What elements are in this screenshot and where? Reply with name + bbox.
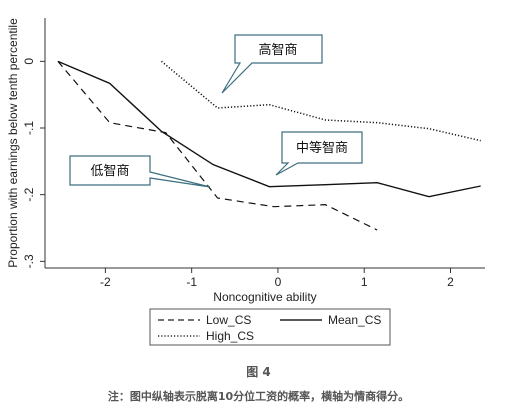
series-line-mean-cs <box>57 60 481 198</box>
x-axis-label: Noncognitive ability <box>213 290 316 304</box>
x-tick-label: 1 <box>361 275 368 289</box>
callout-high-iq: 高智商 <box>221 34 323 94</box>
y-tick-label: -.2 <box>22 187 36 201</box>
callout-mid-text: 中等智商 <box>296 140 348 156</box>
y-tick-label: -.3 <box>22 254 36 268</box>
callout-mid-iq: 中等智商 <box>275 131 363 176</box>
chart: 0 -.1 -.2 -.3 -2 -1 0 1 2 Proportion with earni… <box>6 18 485 346</box>
legend-label-mean: Mean_CS <box>328 313 381 327</box>
legend-label-high: High_CS <box>206 329 254 343</box>
x-tick-label: -1 <box>186 275 197 289</box>
series-line-high-cs <box>160 60 481 142</box>
x-tick-label: 2 <box>447 275 454 289</box>
callout-high-text: 高智商 <box>258 42 297 58</box>
callout-low-iq: 低智商 <box>69 155 211 188</box>
x-tick-label: -2 <box>100 275 111 289</box>
y-axis-label: Proportion with earnings below tenth per… <box>6 18 20 268</box>
legend-box <box>149 308 391 346</box>
x-ticks: -2 -1 0 1 2 <box>100 268 454 289</box>
figure-label: 图 4 <box>246 365 271 379</box>
callout-low-shape <box>69 155 211 188</box>
callout-mid-shape <box>275 131 363 176</box>
y-tick-label: -.1 <box>22 121 36 135</box>
callout-high-shape <box>221 34 323 94</box>
y-tick-label: 0 <box>22 58 36 65</box>
x-tick-label: 0 <box>275 275 282 289</box>
callout-low-text: 低智商 <box>90 164 129 179</box>
y-ticks: 0 -.1 -.2 -.3 <box>22 58 45 268</box>
plot-frame <box>44 18 485 269</box>
figure-note: 注：图中纵轴表示脱离10分位工资的概率，横轴为情商得分。 <box>107 390 410 403</box>
legend: Low_CS Mean_CS High_CS <box>149 308 391 346</box>
series-line-low-cs <box>57 60 378 231</box>
legend-label-low: Low_CS <box>206 313 251 327</box>
series-lines <box>57 60 481 231</box>
